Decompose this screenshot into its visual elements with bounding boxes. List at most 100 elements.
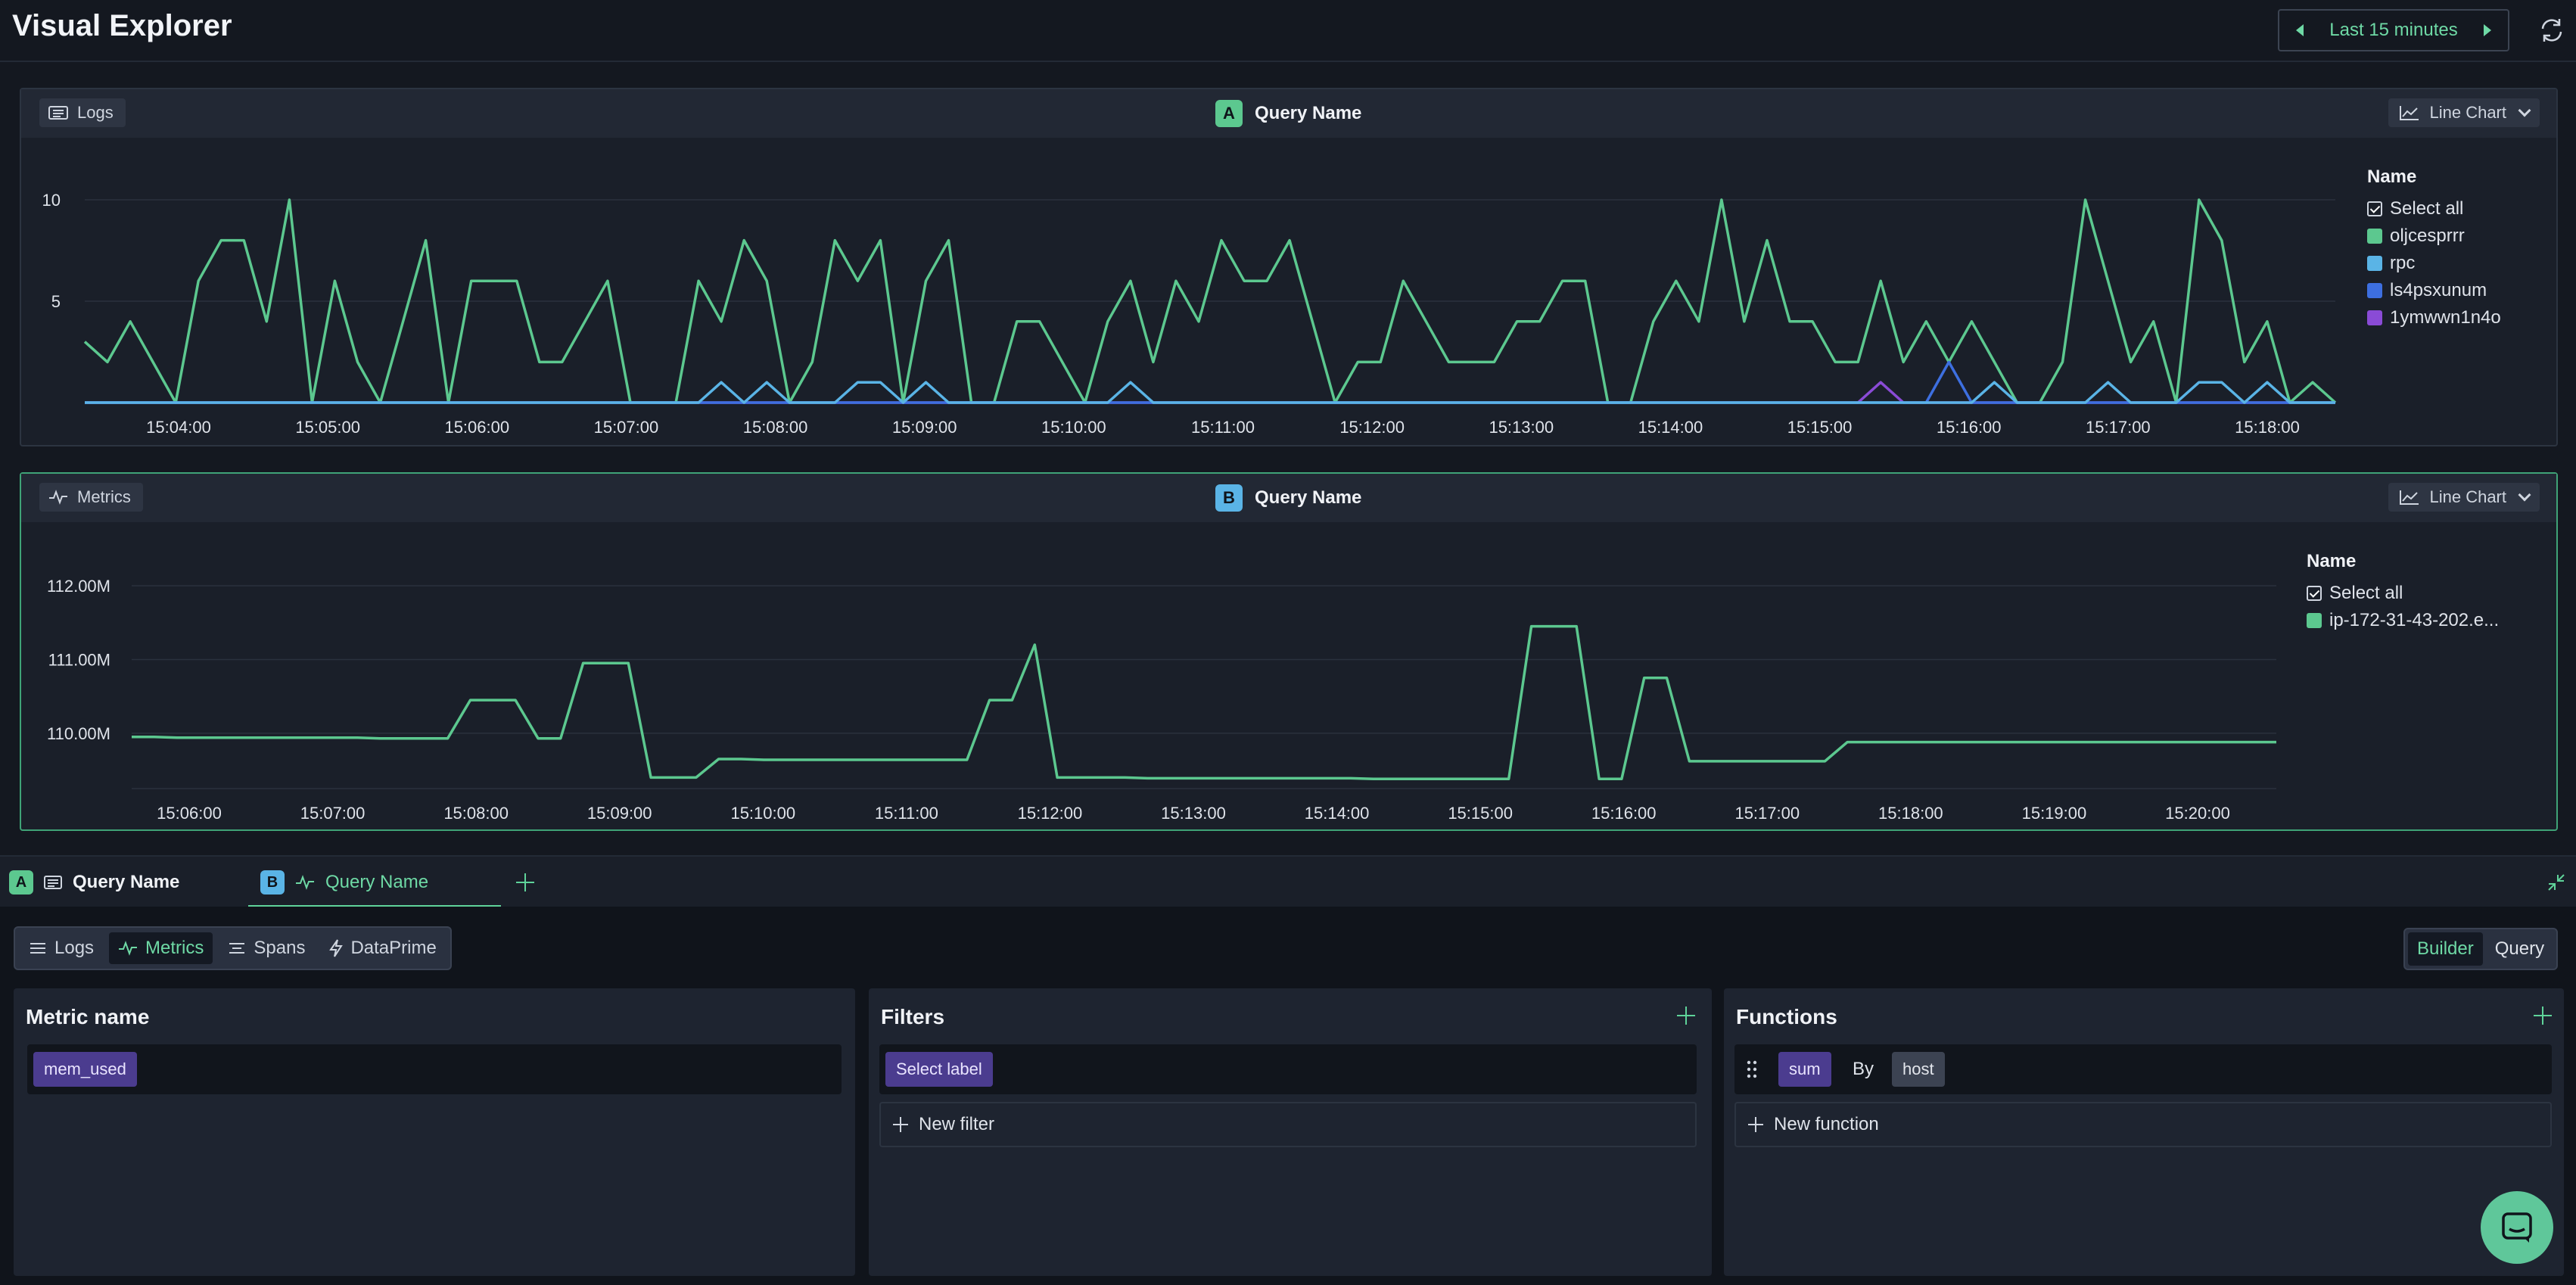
x-tick-label: 15:15:00	[1448, 804, 1513, 823]
x-tick-label: 15:17:00	[1734, 804, 1800, 823]
time-range-label: Last 15 minutes	[2329, 20, 2458, 40]
chart-panel-b[interactable]: Metrics B Query Name Line Chart 110.00M 1…	[20, 472, 2558, 831]
x-tick-label: 15:06:00	[157, 804, 222, 823]
legend-select-all[interactable]: Select all	[2367, 195, 2501, 222]
y-tick-label: 10	[42, 191, 61, 210]
time-range-picker[interactable]: Last 15 minutes	[2278, 9, 2509, 51]
legend-swatch	[2367, 310, 2382, 325]
series-line-oljcesprrr	[83, 198, 2337, 404]
y-tick-label: 112.00M	[47, 577, 110, 596]
checkbox-icon[interactable]	[2367, 201, 2382, 216]
query-tab-b[interactable]: B Query Name	[260, 867, 428, 898]
legend-item[interactable]: oljcesprrr	[2367, 222, 2501, 250]
next-range-icon[interactable]	[2484, 24, 2491, 36]
select-label-pill[interactable]: Select label	[885, 1052, 993, 1087]
query-badge: A	[9, 870, 33, 895]
legend-item[interactable]: 1ymwwn1n4o	[2367, 304, 2501, 331]
metric-name-card: Metric name mem_used	[14, 988, 855, 1276]
function-row[interactable]: sum By host	[1734, 1044, 2552, 1094]
legend-label: rpc	[2390, 253, 2416, 273]
metric-name-field[interactable]: mem_used	[27, 1044, 842, 1094]
x-tick-label: 15:11:00	[1191, 418, 1255, 437]
legend-label: oljcesprrr	[2390, 226, 2465, 246]
tab-label: Metrics	[145, 938, 204, 958]
source-tab-metrics[interactable]: Metrics	[109, 932, 213, 964]
by-label: By	[1853, 1059, 1874, 1079]
x-tick-label: 15:11:00	[875, 804, 938, 823]
chart-type-select[interactable]: Line Chart	[2388, 98, 2540, 127]
x-tick-label: 15:10:00	[730, 804, 795, 823]
chevron-down-icon	[2518, 488, 2531, 502]
chart-type-label: Line Chart	[2429, 487, 2506, 506]
chart-panel-a[interactable]: Logs A Query Name Line Chart 5 10 15:04:00…	[20, 88, 2558, 446]
new-function-button[interactable]: New function	[1734, 1102, 2552, 1147]
functions-card: Functions sum By host New function	[1724, 988, 2564, 1276]
chart-type-label: Line Chart	[2429, 103, 2506, 122]
tab-builder[interactable]: Builder	[2408, 932, 2483, 966]
legend-item[interactable]: rpc	[2367, 250, 2501, 277]
legend-a: Name Select all oljcesprrr rpc ls4psxunu…	[2367, 166, 2501, 331]
series-line-ip-172-31-43-202.e...	[132, 624, 2276, 781]
x-tick-label: 15:04:00	[146, 418, 211, 437]
panel-title: A Query Name	[1215, 100, 1361, 127]
drag-handle-icon[interactable]	[1747, 1059, 1757, 1079]
new-filter-button[interactable]: New filter	[879, 1102, 1697, 1147]
legend-label: ls4psxunum	[2390, 280, 2487, 300]
line-chart-icon	[2400, 106, 2419, 120]
query-badge: B	[260, 870, 285, 895]
card-title: Metric name	[26, 1005, 150, 1028]
x-tick-label: 15:18:00	[1878, 804, 1943, 823]
chart-type-select[interactable]: Line Chart	[2388, 483, 2540, 512]
filter-field[interactable]: Select label	[879, 1044, 1697, 1094]
x-tick-label: 15:09:00	[587, 804, 652, 823]
x-tick-label: 15:14:00	[1638, 418, 1703, 437]
mode-tabs: Builder Query	[2403, 928, 2559, 970]
series-line-rpc	[85, 381, 2335, 404]
legend-select-all[interactable]: Select all	[2307, 580, 2499, 607]
plus-icon	[1748, 1117, 1763, 1132]
x-tick-label: 15:18:00	[2235, 418, 2300, 437]
add-filter-icon[interactable]	[1677, 1007, 1695, 1025]
panel-title: B Query Name	[1215, 484, 1361, 512]
query-badge: B	[1215, 484, 1243, 512]
function-pill[interactable]: sum	[1778, 1052, 1831, 1087]
source-tabs: Logs Metrics Spans DataPrime	[14, 926, 452, 970]
tab-label: DataPrime	[350, 938, 437, 958]
card-title: Filters	[881, 1005, 945, 1028]
metric-pill[interactable]: mem_used	[33, 1052, 137, 1087]
logs-icon	[44, 876, 62, 889]
refresh-icon[interactable]	[2537, 15, 2567, 45]
checkbox-icon[interactable]	[2307, 586, 2322, 601]
new-function-label: New function	[1774, 1114, 1879, 1134]
query-tab-a[interactable]: A Query Name	[9, 867, 179, 898]
metrics-icon	[49, 490, 67, 505]
chat-support-button[interactable]	[2481, 1191, 2553, 1264]
legend-item[interactable]: ip-172-31-43-202.e...	[2307, 607, 2499, 634]
previous-range-icon[interactable]	[2296, 24, 2304, 36]
tab-query[interactable]: Query	[2494, 938, 2545, 959]
legend-swatch	[2307, 613, 2322, 628]
legend-swatch	[2367, 256, 2382, 271]
y-tick-label: 111.00M	[48, 650, 110, 669]
logs-icon	[30, 943, 45, 954]
add-query-icon[interactable]	[516, 873, 534, 891]
x-tick-label: 15:17:00	[2086, 418, 2151, 437]
legend-title: Name	[2307, 551, 2357, 571]
legend-item[interactable]: ls4psxunum	[2367, 277, 2501, 304]
collapse-icon[interactable]	[2547, 873, 2565, 891]
x-tick-label: 15:12:00	[1018, 804, 1083, 823]
x-tick-label: 15:06:00	[444, 418, 509, 437]
add-function-icon[interactable]	[2534, 1007, 2552, 1025]
legend-swatch	[2367, 229, 2382, 244]
x-tick-label: 15:10:00	[1041, 418, 1106, 437]
source-tab-dataprime[interactable]: DataPrime	[320, 932, 445, 964]
query-tab-label: Query Name	[325, 872, 429, 892]
source-chip-label: Metrics	[77, 487, 131, 506]
source-tab-logs[interactable]: Logs	[20, 932, 103, 964]
source-tab-spans[interactable]: Spans	[219, 932, 314, 964]
x-tick-label: 15:16:00	[1937, 418, 2002, 437]
y-tick-label: 110.00M	[47, 724, 110, 743]
group-by-pill[interactable]: host	[1892, 1052, 1945, 1087]
chevron-down-icon	[2518, 104, 2531, 117]
chart-a-plot: 5 10 15:04:00 15:05:00 15:06:00 15:07:00 15:08…	[42, 191, 2337, 437]
